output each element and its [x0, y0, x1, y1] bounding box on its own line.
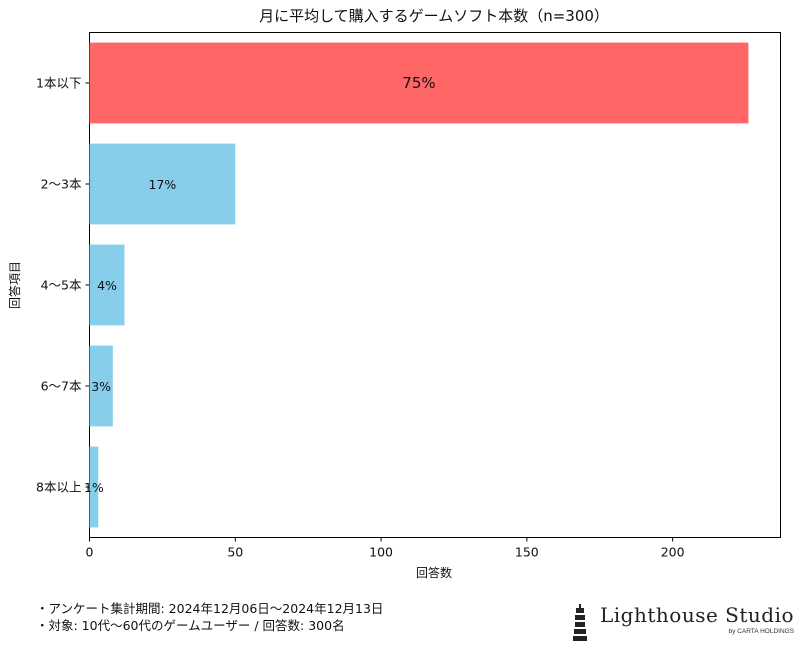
- bar-chart: 月に平均して購入するゲームソフト本数（n=300） 75% 17% 4% 3% 1% 0…: [7, 7, 781, 580]
- y-tick-label: 4〜5本: [41, 278, 82, 293]
- logo-title: Lighthouse Studio: [600, 603, 795, 627]
- x-tick-label: 0: [86, 545, 94, 560]
- bar-data-label: 4%: [97, 278, 117, 293]
- bar-data-label: 75%: [402, 74, 435, 92]
- footnote-target: ・対象: 10代〜60代のゲームユーザー / 回答数: 300名: [36, 618, 345, 633]
- y-tick-label: 2〜3本: [41, 177, 82, 192]
- chart-title: 月に平均して購入するゲームソフト本数（n=300）: [259, 7, 609, 25]
- y-tick-label: 1本以下: [36, 76, 81, 91]
- x-axis-label: 回答数: [416, 565, 452, 580]
- x-tick-label: 50: [227, 545, 243, 560]
- bar: [89, 244, 125, 326]
- x-tick-label: 150: [515, 545, 539, 560]
- y-tick-label: 8本以上: [36, 480, 81, 495]
- lighthouse-studio-logo: Lighthouse Studio by CARTA HOLDINGS: [572, 604, 794, 642]
- bar: [89, 345, 113, 427]
- bar: [89, 42, 749, 124]
- bar-data-label: 17%: [148, 177, 176, 192]
- bar-data-label: 3%: [91, 379, 111, 394]
- y-axis-label: 回答項目: [7, 261, 22, 309]
- y-tick-label: 6〜7本: [41, 379, 82, 394]
- bar: [89, 143, 236, 225]
- lighthouse-icon: [573, 604, 587, 641]
- bar-data-label: 1%: [84, 480, 104, 495]
- footnote-period: ・アンケート集計期間: 2024年12月06日〜2024年12月13日: [36, 601, 384, 616]
- logo-subtitle: by CARTA HOLDINGS: [728, 628, 795, 635]
- x-tick-label: 100: [369, 545, 393, 560]
- bar: [89, 446, 99, 528]
- x-tick-label: 200: [661, 545, 685, 560]
